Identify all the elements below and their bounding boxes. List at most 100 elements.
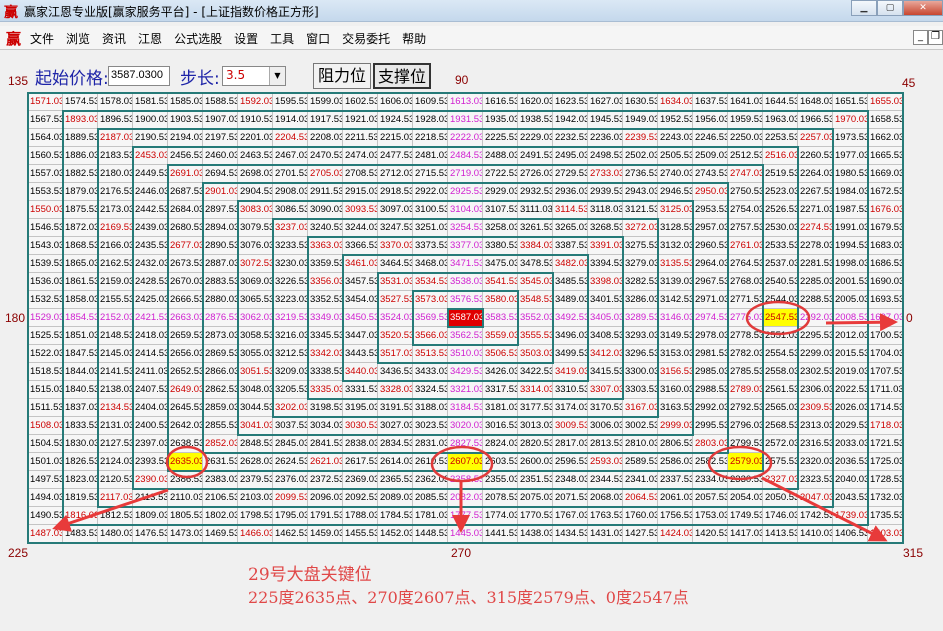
grid-cell[interactable]: 3174.0300 [553,399,588,417]
menu-trade[interactable]: 交易委托 [342,32,391,46]
grid-cell[interactable]: 1655.0300 [868,93,903,111]
grid-cell[interactable]: 2663.0300 [168,309,203,327]
grid-cell[interactable]: 2047.0300 [798,489,833,507]
grid-cell[interactable]: 2068.0300 [588,489,623,507]
grid-cell[interactable]: 3027.0300 [378,417,413,435]
grid-cell[interactable]: 3384.0300 [518,237,553,255]
grid-cell[interactable]: 1564.0300 [28,129,63,147]
grid-cell[interactable]: 1634.0300 [658,93,693,111]
grid-cell[interactable]: 2978.0300 [693,327,728,345]
mdi-restore-button[interactable]: ❐ [928,30,943,45]
grid-cell[interactable]: 3517.0300 [378,345,413,363]
grid-cell[interactable]: 1648.0300 [798,93,833,111]
grid-cell[interactable]: 2565.0300 [763,399,798,417]
grid-cell[interactable]: 1599.0300 [308,93,343,111]
grid-cell[interactable]: 3503.0300 [518,345,553,363]
grid-cell[interactable]: 2124.0300 [98,453,133,471]
grid-cell[interactable]: 2019.0300 [833,363,868,381]
grid-cell[interactable]: 2866.0300 [203,363,238,381]
step-select[interactable]: 3.5 ▼ [222,66,286,86]
grid-cell[interactable]: 2684.0300 [168,201,203,219]
grid-cell[interactable]: 1515.0300 [28,381,63,399]
grid-cell[interactable]: 3118.0300 [588,201,623,219]
grid-cell[interactable]: 1669.0300 [868,165,903,183]
grid-cell[interactable]: 2348.0300 [553,471,588,489]
grid-cell[interactable]: 1767.0300 [553,507,588,525]
grid-cell[interactable]: 2131.0300 [98,417,133,435]
grid-cell[interactable]: 2985.0300 [693,363,728,381]
grid-cell[interactable]: 3349.0300 [308,309,343,327]
grid-cell[interactable]: 2278.0300 [798,237,833,255]
grid-cell[interactable]: 1452.0300 [378,525,413,543]
maximize-button[interactable]: ▢ [877,0,903,16]
grid-cell[interactable]: 2943.0300 [623,183,658,201]
grid-cell[interactable]: 3146.0300 [658,309,693,327]
grid-cell[interactable]: 2670.0300 [168,273,203,291]
grid-cell[interactable]: 2523.0300 [763,183,798,201]
grid-cell[interactable]: 2110.0300 [168,489,203,507]
grid-cell[interactable]: 2404.0300 [133,399,168,417]
grid-cell[interactable]: 2516.0300 [763,147,798,165]
grid-cell[interactable]: 2789.0300 [728,381,763,399]
grid-cell[interactable]: 2159.0300 [98,273,133,291]
grid-cell[interactable]: 2628.0300 [238,453,273,471]
grid-cell[interactable]: 1466.0300 [238,525,273,543]
grid-cell[interactable]: 3272.0300 [623,219,658,237]
grid-cell[interactable]: 2208.0300 [308,129,343,147]
grid-cell[interactable]: 2467.0300 [273,147,308,165]
grid-cell[interactable]: 2257.0300 [798,129,833,147]
grid-cell[interactable]: 2243.0300 [658,129,693,147]
grid-cell[interactable]: 2642.0300 [168,417,203,435]
grid-cell[interactable]: 1886.0300 [63,147,98,165]
grid-cell[interactable]: 1501.0300 [28,453,63,471]
grid-cell[interactable]: 1725.0300 [868,453,903,471]
grid-cell[interactable]: 2796.0300 [728,417,763,435]
